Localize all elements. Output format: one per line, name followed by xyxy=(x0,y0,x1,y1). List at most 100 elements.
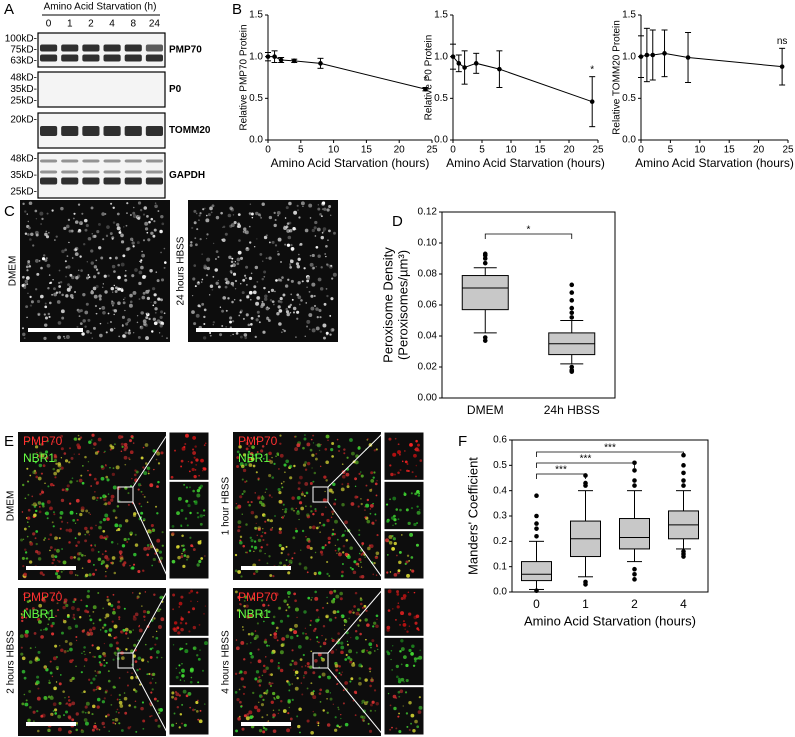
texture-dot xyxy=(239,689,241,691)
texture-dot xyxy=(76,608,79,611)
texture-dot xyxy=(81,506,85,510)
texture-dot xyxy=(78,204,80,206)
data-point xyxy=(272,54,277,59)
texture-dot xyxy=(330,698,333,701)
texture-dot xyxy=(88,461,89,462)
texture-dot xyxy=(88,441,91,444)
texture-dot xyxy=(304,566,308,570)
texture-dot xyxy=(287,615,290,618)
texture-dot xyxy=(82,482,85,485)
channel-label: PMP70 xyxy=(238,434,278,448)
texture-dot xyxy=(156,650,160,654)
texture-dot xyxy=(243,693,245,695)
texture-dot xyxy=(328,537,331,540)
outlier xyxy=(483,261,488,266)
texture-dot xyxy=(372,625,374,627)
texture-dot xyxy=(82,465,84,467)
texture-dot xyxy=(95,259,97,261)
texture-dot xyxy=(152,688,154,690)
x-axis-label: Amino Acid Starvation (hours) xyxy=(446,156,605,170)
texture-dot xyxy=(124,608,126,610)
texture-dot xyxy=(272,713,276,717)
texture-dot xyxy=(296,508,297,509)
texture-dot xyxy=(312,513,314,515)
texture-dot xyxy=(353,605,356,608)
texture-dot xyxy=(335,716,337,718)
texture-dot xyxy=(121,450,123,452)
texture-dot xyxy=(144,222,148,226)
texture-dot xyxy=(318,642,320,644)
texture-dot xyxy=(297,210,298,211)
texture-dot xyxy=(369,685,372,688)
texture-dot xyxy=(303,610,306,613)
texture-dot xyxy=(403,493,406,496)
texture-dot xyxy=(319,692,322,695)
texture-dot xyxy=(113,509,116,512)
texture-dot xyxy=(87,261,88,262)
texture-dot xyxy=(263,692,265,694)
texture-dot xyxy=(291,660,293,662)
texture-dot xyxy=(194,709,196,711)
outlier xyxy=(483,335,488,340)
texture-dot xyxy=(245,266,248,269)
texture-dot xyxy=(78,269,80,271)
texture-dot xyxy=(216,250,219,253)
texture-dot xyxy=(121,656,125,660)
texture-dot xyxy=(243,490,246,493)
texture-dot xyxy=(134,469,136,471)
texture-dot xyxy=(242,545,245,548)
texture-dot xyxy=(69,648,73,652)
significance: * xyxy=(590,64,594,75)
texture-dot xyxy=(76,722,78,724)
texture-dot xyxy=(39,493,41,495)
texture-dot xyxy=(110,321,112,323)
x-axis-label: Amino Acid Starvation (hours) xyxy=(524,613,696,628)
texture-dot xyxy=(195,458,198,461)
texture-dot xyxy=(349,546,353,550)
texture-dot xyxy=(278,322,282,326)
blot-band xyxy=(125,126,142,136)
texture-dot xyxy=(84,555,85,556)
texture-dot xyxy=(140,311,143,314)
texture-dot xyxy=(386,650,389,653)
texture-dot xyxy=(110,328,114,332)
texture-dot xyxy=(164,261,167,264)
texture-dot xyxy=(61,294,64,297)
blot-band xyxy=(40,160,57,163)
texture-dot xyxy=(290,294,292,296)
texture-dot xyxy=(232,320,234,322)
texture-dot xyxy=(153,318,156,321)
texture-dot xyxy=(32,471,35,474)
texture-dot xyxy=(131,274,134,277)
texture-dot xyxy=(30,647,32,649)
texture-dot xyxy=(150,218,153,221)
texture-dot xyxy=(157,700,159,702)
texture-dot xyxy=(251,213,254,216)
x-tick-label: 25 xyxy=(782,145,794,156)
texture-dot xyxy=(82,319,85,322)
lane-label: 24 xyxy=(149,19,161,30)
texture-dot xyxy=(64,697,65,698)
texture-dot xyxy=(261,696,263,698)
texture-dot xyxy=(203,515,205,517)
texture-dot xyxy=(298,481,301,484)
texture-dot xyxy=(304,482,308,486)
texture-dot xyxy=(116,641,119,644)
texture-dot xyxy=(360,603,363,606)
texture-dot xyxy=(198,219,199,220)
texture-dot xyxy=(181,509,184,512)
texture-dot xyxy=(102,311,106,315)
texture-dot xyxy=(317,255,320,258)
texture-dot xyxy=(406,631,408,633)
texture-dot xyxy=(410,723,412,725)
texture-dot xyxy=(262,730,265,733)
texture-dot xyxy=(126,247,130,251)
texture-dot xyxy=(280,297,283,300)
texture-dot xyxy=(409,533,413,537)
texture-dot xyxy=(390,659,391,660)
texture-dot xyxy=(190,590,193,593)
texture-dot xyxy=(339,592,343,596)
data-point xyxy=(497,67,502,72)
texture-dot xyxy=(49,550,51,552)
y-tick-label: 0.08 xyxy=(418,269,438,280)
